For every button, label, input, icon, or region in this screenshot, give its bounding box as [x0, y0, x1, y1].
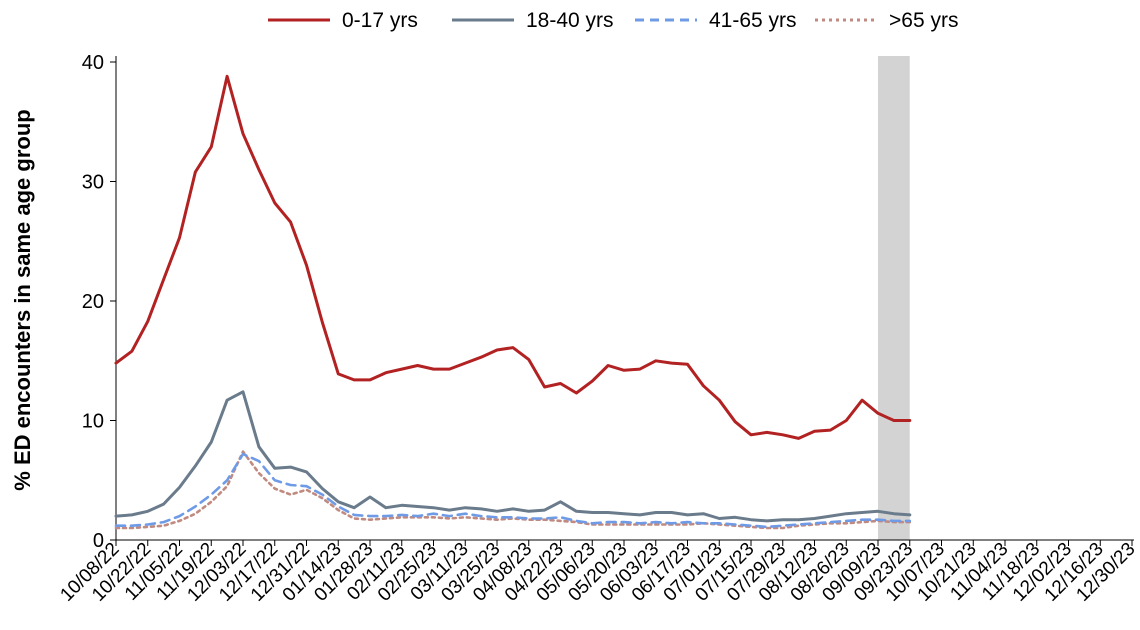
x-axis-ticks: 10/08/2210/22/2211/05/2211/19/2212/03/22…	[56, 539, 1139, 606]
y-axis-title: % ED encounters in same age group	[10, 109, 35, 490]
series-line-18-40-yrs	[114, 390, 912, 523]
series-line-41-65-yrs	[114, 452, 912, 529]
legend-label: >65 yrs	[889, 9, 958, 32]
legend-label: 18-40 yrs	[526, 9, 614, 32]
series-line-65-yrs	[114, 450, 912, 530]
highlight-band	[878, 56, 910, 540]
legend-label: 41-65 yrs	[709, 9, 797, 32]
y-tick-label: 10	[82, 411, 104, 433]
legend-label: 0-17 yrs	[342, 9, 418, 32]
y-tick-label: 20	[82, 291, 104, 313]
series-line-0-17-yrs	[114, 74, 912, 440]
y-tick-label: 0	[93, 530, 104, 552]
legend: 0-17 yrs 18-40 yrs 41-65 yrs >65 yrs	[268, 9, 958, 32]
series-layer	[114, 74, 912, 530]
y-axis-ticks: 0 10 20 30 40	[82, 52, 116, 552]
y-tick-label: 30	[82, 172, 104, 194]
y-tick-label: 40	[82, 52, 104, 74]
